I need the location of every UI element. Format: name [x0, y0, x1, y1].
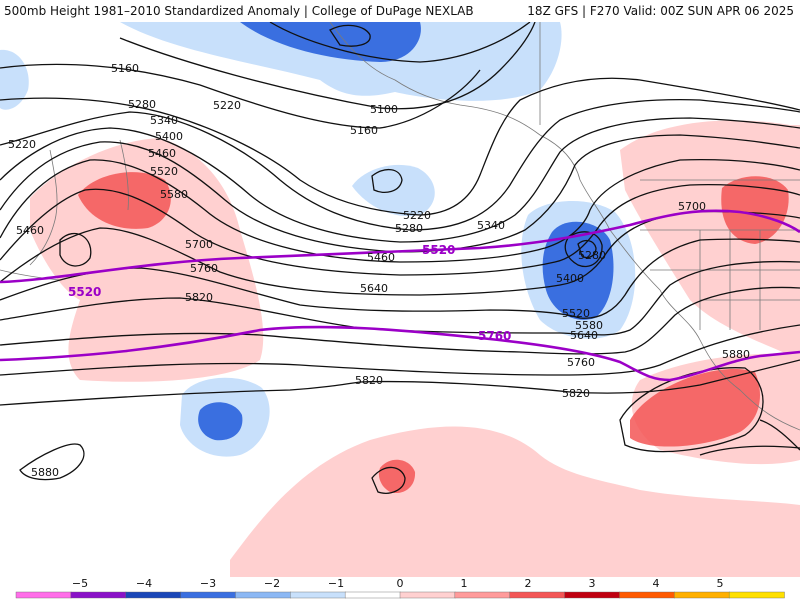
height-label: 5280 — [578, 249, 606, 262]
height-label: 5580 — [160, 188, 188, 201]
anomaly-shading — [0, 22, 800, 577]
height-label: 5760 — [567, 356, 595, 369]
reference-label-5520: 5520 — [68, 285, 101, 299]
positive-anomaly-core-southwest — [630, 368, 760, 447]
color-scale-tick-label: −3 — [200, 577, 216, 590]
color-scale-tick-label: −5 — [72, 577, 88, 590]
height-contours — [0, 22, 800, 494]
height-label: 5580 — [575, 319, 603, 332]
color-scale-tick-label: −2 — [264, 577, 280, 590]
color-scale-swatch — [619, 591, 675, 599]
color-scale-swatch — [290, 591, 346, 599]
color-scale-swatch — [728, 591, 785, 599]
height-label: 5820 — [562, 387, 590, 400]
color-scale-swatch — [674, 591, 730, 599]
height-label: 5220 — [8, 138, 36, 151]
contour-labels: 5160 5280 5220 5340 5400 5460 5520 5580 … — [8, 62, 750, 479]
color-scale-tick-label: 1 — [461, 577, 468, 590]
negative-anomaly-region-west — [0, 49, 29, 110]
color-scale-swatch — [454, 591, 511, 599]
negative-anomaly-core-central — [198, 402, 243, 441]
height-label: 5340 — [477, 219, 505, 232]
height-label: 5460 — [16, 224, 44, 237]
color-scale-tick-label: 2 — [525, 577, 532, 590]
height-label: 5220 — [213, 99, 241, 112]
height-label: 5700 — [678, 200, 706, 213]
color-scale-swatch — [399, 591, 456, 599]
positive-anomaly-region-south — [230, 426, 800, 577]
color-scale-swatch — [15, 591, 72, 599]
color-scale-ticks: −5 −4 −3 −2 −1 0 1 2 3 4 5 — [72, 577, 724, 590]
positive-anomaly-core-east — [721, 176, 789, 244]
color-scale-swatch — [235, 591, 291, 599]
color-scale-tick-label: −1 — [328, 577, 344, 590]
negative-anomaly-region-north — [120, 22, 562, 101]
reference-contour-5520 — [0, 209, 800, 284]
height-label: 5640 — [570, 329, 598, 342]
color-scale-tick-label: 5 — [717, 577, 724, 590]
color-scale-swatch — [70, 591, 127, 599]
color-scale-tick-label: 0 — [397, 577, 404, 590]
chart-header: 500mb Height 1981–2010 Standardized Anom… — [0, 0, 800, 22]
model-run-info: 18Z GFS | F270 Valid: 00Z SUN APR 06 202… — [527, 4, 794, 18]
height-label: 5400 — [556, 272, 584, 285]
color-scale-tick-label: −4 — [136, 577, 152, 590]
height-label: 5640 — [360, 282, 388, 295]
height-label: 5820 — [355, 374, 383, 387]
height-label: 5700 — [185, 238, 213, 251]
map-title: 500mb Height 1981–2010 Standardized Anom… — [4, 4, 474, 18]
anomaly-map: 5160 5280 5220 5340 5400 5460 5520 5580 … — [0, 22, 800, 577]
reference-contour-5760 — [0, 325, 800, 382]
height-label: 5460 — [148, 147, 176, 160]
reference-label-5520: 5520 — [422, 243, 455, 257]
negative-anomaly-core-north — [240, 22, 421, 62]
height-label: 5100 — [370, 103, 398, 116]
height-label: 5520 — [150, 165, 178, 178]
reference-contours — [0, 209, 800, 382]
height-label: 5760 — [190, 262, 218, 275]
color-scale-tick-label: 4 — [653, 577, 660, 590]
height-label: 5400 — [155, 130, 183, 143]
height-label: 5160 — [350, 124, 378, 137]
height-label: 5280 — [395, 222, 423, 235]
height-label: 5460 — [367, 251, 395, 264]
height-label: 5280 — [128, 98, 156, 111]
height-label: 5880 — [722, 348, 750, 361]
color-scale-legend: −5 −4 −3 −2 −1 0 1 2 3 4 5 — [0, 577, 800, 600]
height-label: 5520 — [562, 307, 590, 320]
positive-anomaly-core-west — [78, 172, 171, 229]
height-label: 5340 — [150, 114, 178, 127]
height-label: 5220 — [403, 209, 431, 222]
color-scale-swatch — [125, 591, 182, 599]
color-scale-tick-label: 3 — [589, 577, 596, 590]
color-scale-swatch — [564, 591, 621, 599]
color-scale-swatch — [344, 591, 401, 599]
height-label: 5160 — [111, 62, 139, 75]
reference-contour-labels: 5520 5520 5760 — [68, 243, 511, 343]
color-scale-swatch — [509, 591, 566, 599]
color-scale-segments — [15, 591, 785, 599]
height-label: 5880 — [31, 466, 59, 479]
color-scale-swatch — [180, 591, 237, 599]
height-label: 5820 — [185, 291, 213, 304]
reference-label-5760: 5760 — [478, 329, 511, 343]
coastlines — [0, 22, 800, 431]
